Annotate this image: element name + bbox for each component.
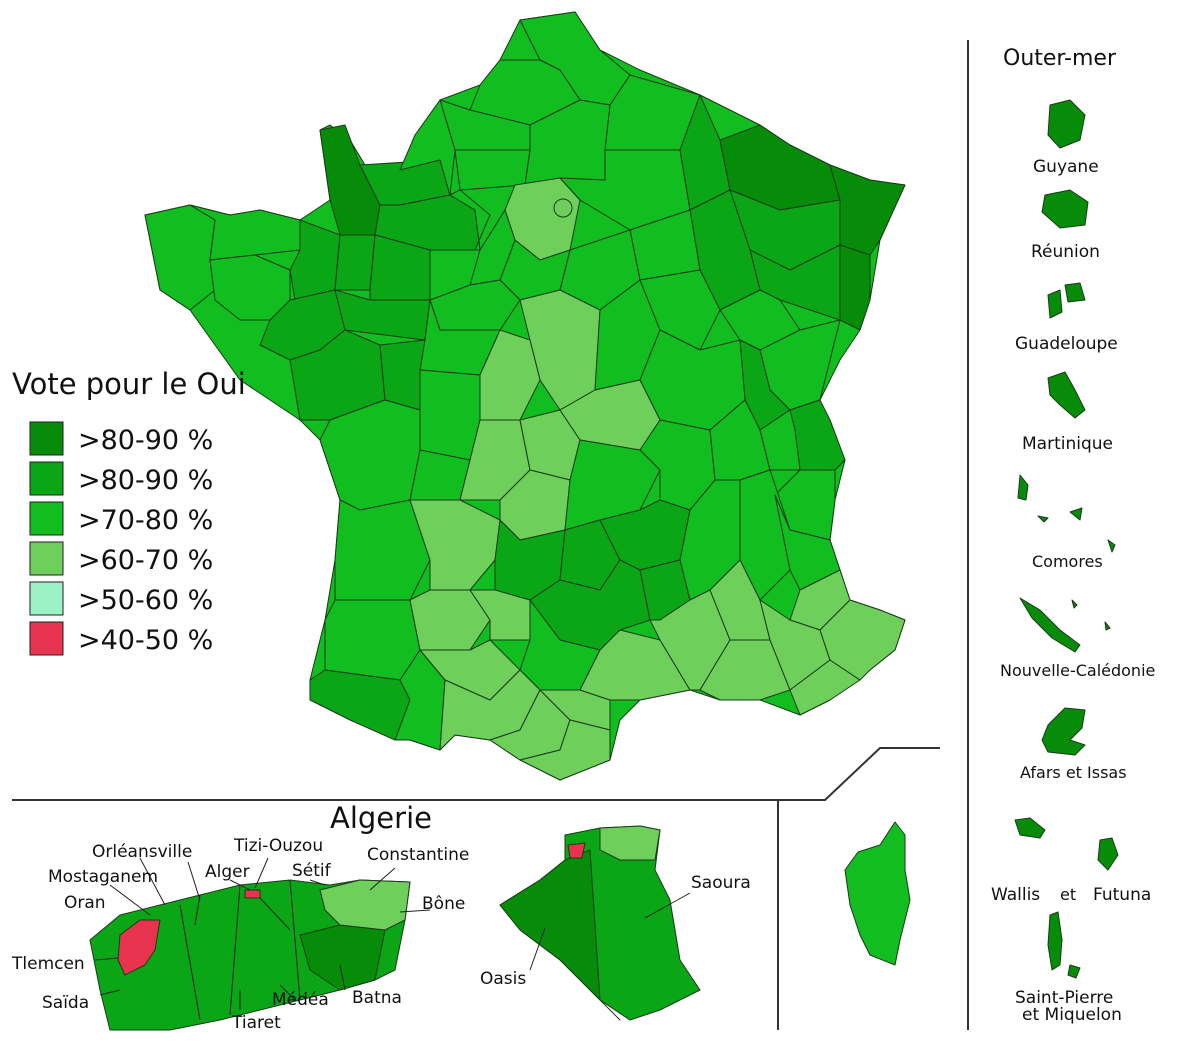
algeria-inner-lines bbox=[179, 879, 301, 1021]
dept-deux-sevres bbox=[379, 339, 426, 411]
legend-swatch bbox=[29, 621, 64, 656]
algeria-label: Constantine bbox=[367, 845, 469, 865]
algeria-inset: Algerie Orléansville Tizi-Ouzou Mostaganem… bbox=[11, 801, 751, 1033]
futuna-shape bbox=[1097, 837, 1119, 871]
algeria-label: Tiaret bbox=[231, 1013, 281, 1033]
algeria-title: Algerie bbox=[330, 801, 432, 835]
wallis-label: Wallis bbox=[991, 885, 1040, 905]
nouvelle-caledonie-shape bbox=[1019, 597, 1111, 653]
dept-eure bbox=[449, 189, 491, 251]
algeria-label: Alger bbox=[205, 862, 250, 882]
legend-title: Vote pour le Oui bbox=[12, 367, 246, 401]
legend-swatch bbox=[29, 541, 64, 576]
dept-eure-loir bbox=[469, 209, 516, 286]
legend-swatch bbox=[29, 501, 64, 536]
algeria-label: Médéa bbox=[272, 990, 329, 1010]
legend-label: >60-70 % bbox=[78, 545, 213, 576]
legend-items: >80-90 % >80-90 % >70-80 % >60-70 % >50-60 %… bbox=[29, 421, 213, 656]
spm-label-line1: Saint-Pierre bbox=[1015, 988, 1113, 1008]
legend-label: >50-60 % bbox=[78, 585, 213, 616]
comores-shape bbox=[1017, 474, 1116, 553]
outremer-inset: Outer-mer Guyane Réunion Guadeloupe Mart… bbox=[991, 46, 1155, 1025]
algeria-alger bbox=[244, 889, 261, 899]
dept-alpes-maritimes bbox=[819, 599, 906, 681]
corse bbox=[844, 821, 911, 966]
martinique-label: Martinique bbox=[1022, 434, 1113, 454]
algeria-label: Saïda bbox=[42, 993, 89, 1013]
dept-paris bbox=[553, 198, 573, 218]
reunion-label: Réunion bbox=[1031, 242, 1100, 262]
legend: Vote pour le Oui >80-90 % >80-90 % >70-80 … bbox=[12, 367, 246, 656]
algeria-north-band bbox=[599, 825, 661, 861]
algeria-label: Mostaganem bbox=[48, 867, 158, 887]
dept-pyrenees-orientales bbox=[519, 719, 611, 781]
guyane-shape bbox=[1047, 99, 1086, 149]
guadeloupe-shape bbox=[1047, 282, 1086, 319]
dept-finistere bbox=[144, 204, 216, 311]
algeria-label: Sétif bbox=[292, 861, 332, 881]
dept-pyrenees-atlantiques bbox=[309, 669, 411, 741]
algeria-oran bbox=[117, 919, 161, 976]
algeria-labels: Orléansville Tizi-Ouzou Mostaganem Alger Sét… bbox=[11, 836, 751, 1033]
algeria-label: Oran bbox=[64, 893, 106, 913]
outremer-title: Outer-mer bbox=[1003, 46, 1117, 71]
dept-dordogne bbox=[409, 499, 501, 591]
algeria-label: Orléansville bbox=[92, 842, 192, 862]
algeria-label: Bône bbox=[422, 894, 465, 914]
algeria-label: Batna bbox=[352, 988, 402, 1008]
reunion-shape bbox=[1041, 189, 1089, 229]
divider-algeria-top bbox=[12, 747, 940, 801]
dept-haut-rhin bbox=[839, 244, 871, 331]
afars-issas-label: Afars et Issas bbox=[1020, 763, 1127, 782]
algeria-label: Tizi-Ouzou bbox=[233, 836, 323, 856]
algeria-oasis bbox=[499, 849, 621, 1021]
legend-label: >70-80 % bbox=[78, 505, 213, 536]
dept-gironde bbox=[334, 499, 431, 601]
legend-swatch bbox=[29, 421, 64, 456]
guadeloupe-label: Guadeloupe bbox=[1015, 334, 1118, 354]
dept-vienne bbox=[419, 369, 481, 461]
algeria-oran-small bbox=[567, 842, 586, 859]
algeria-north-outline bbox=[89, 879, 411, 1031]
spm-shape bbox=[1047, 911, 1081, 979]
dept-mayenne bbox=[334, 234, 376, 291]
legend-label: >40-50 % bbox=[78, 625, 213, 656]
algeria-constantine bbox=[319, 879, 411, 931]
france-metropolitan-map bbox=[144, 11, 906, 781]
comores-label: Comores bbox=[1032, 552, 1103, 571]
legend-label: >80-90 % bbox=[78, 465, 213, 496]
wallis-shape bbox=[1014, 817, 1046, 839]
nouvelle-caledonie-label: Nouvelle-Calédonie bbox=[1000, 661, 1155, 680]
spm-label-line2: et Miquelon bbox=[1022, 1005, 1122, 1025]
guyane-label: Guyane bbox=[1033, 157, 1099, 177]
dept-haute-savoie bbox=[789, 399, 846, 471]
legend-swatch bbox=[29, 581, 64, 616]
futuna-label: Futuna bbox=[1093, 885, 1151, 905]
algeria-leader-lines bbox=[94, 857, 691, 1010]
legend-label: >80-90 % bbox=[78, 425, 213, 456]
dept-bas-rhin bbox=[829, 164, 906, 256]
dept-landes bbox=[324, 599, 421, 681]
algeria-label: Saoura bbox=[691, 873, 751, 893]
algeria-label: Oasis bbox=[480, 969, 526, 989]
dept-var bbox=[789, 659, 861, 716]
afars-issas-shape bbox=[1041, 707, 1086, 756]
et-label: et bbox=[1060, 885, 1076, 904]
algeria-label: Tlemcen bbox=[11, 954, 85, 974]
martinique-shape bbox=[1047, 371, 1086, 419]
legend-swatch bbox=[29, 461, 64, 496]
dept-aude bbox=[539, 689, 611, 731]
